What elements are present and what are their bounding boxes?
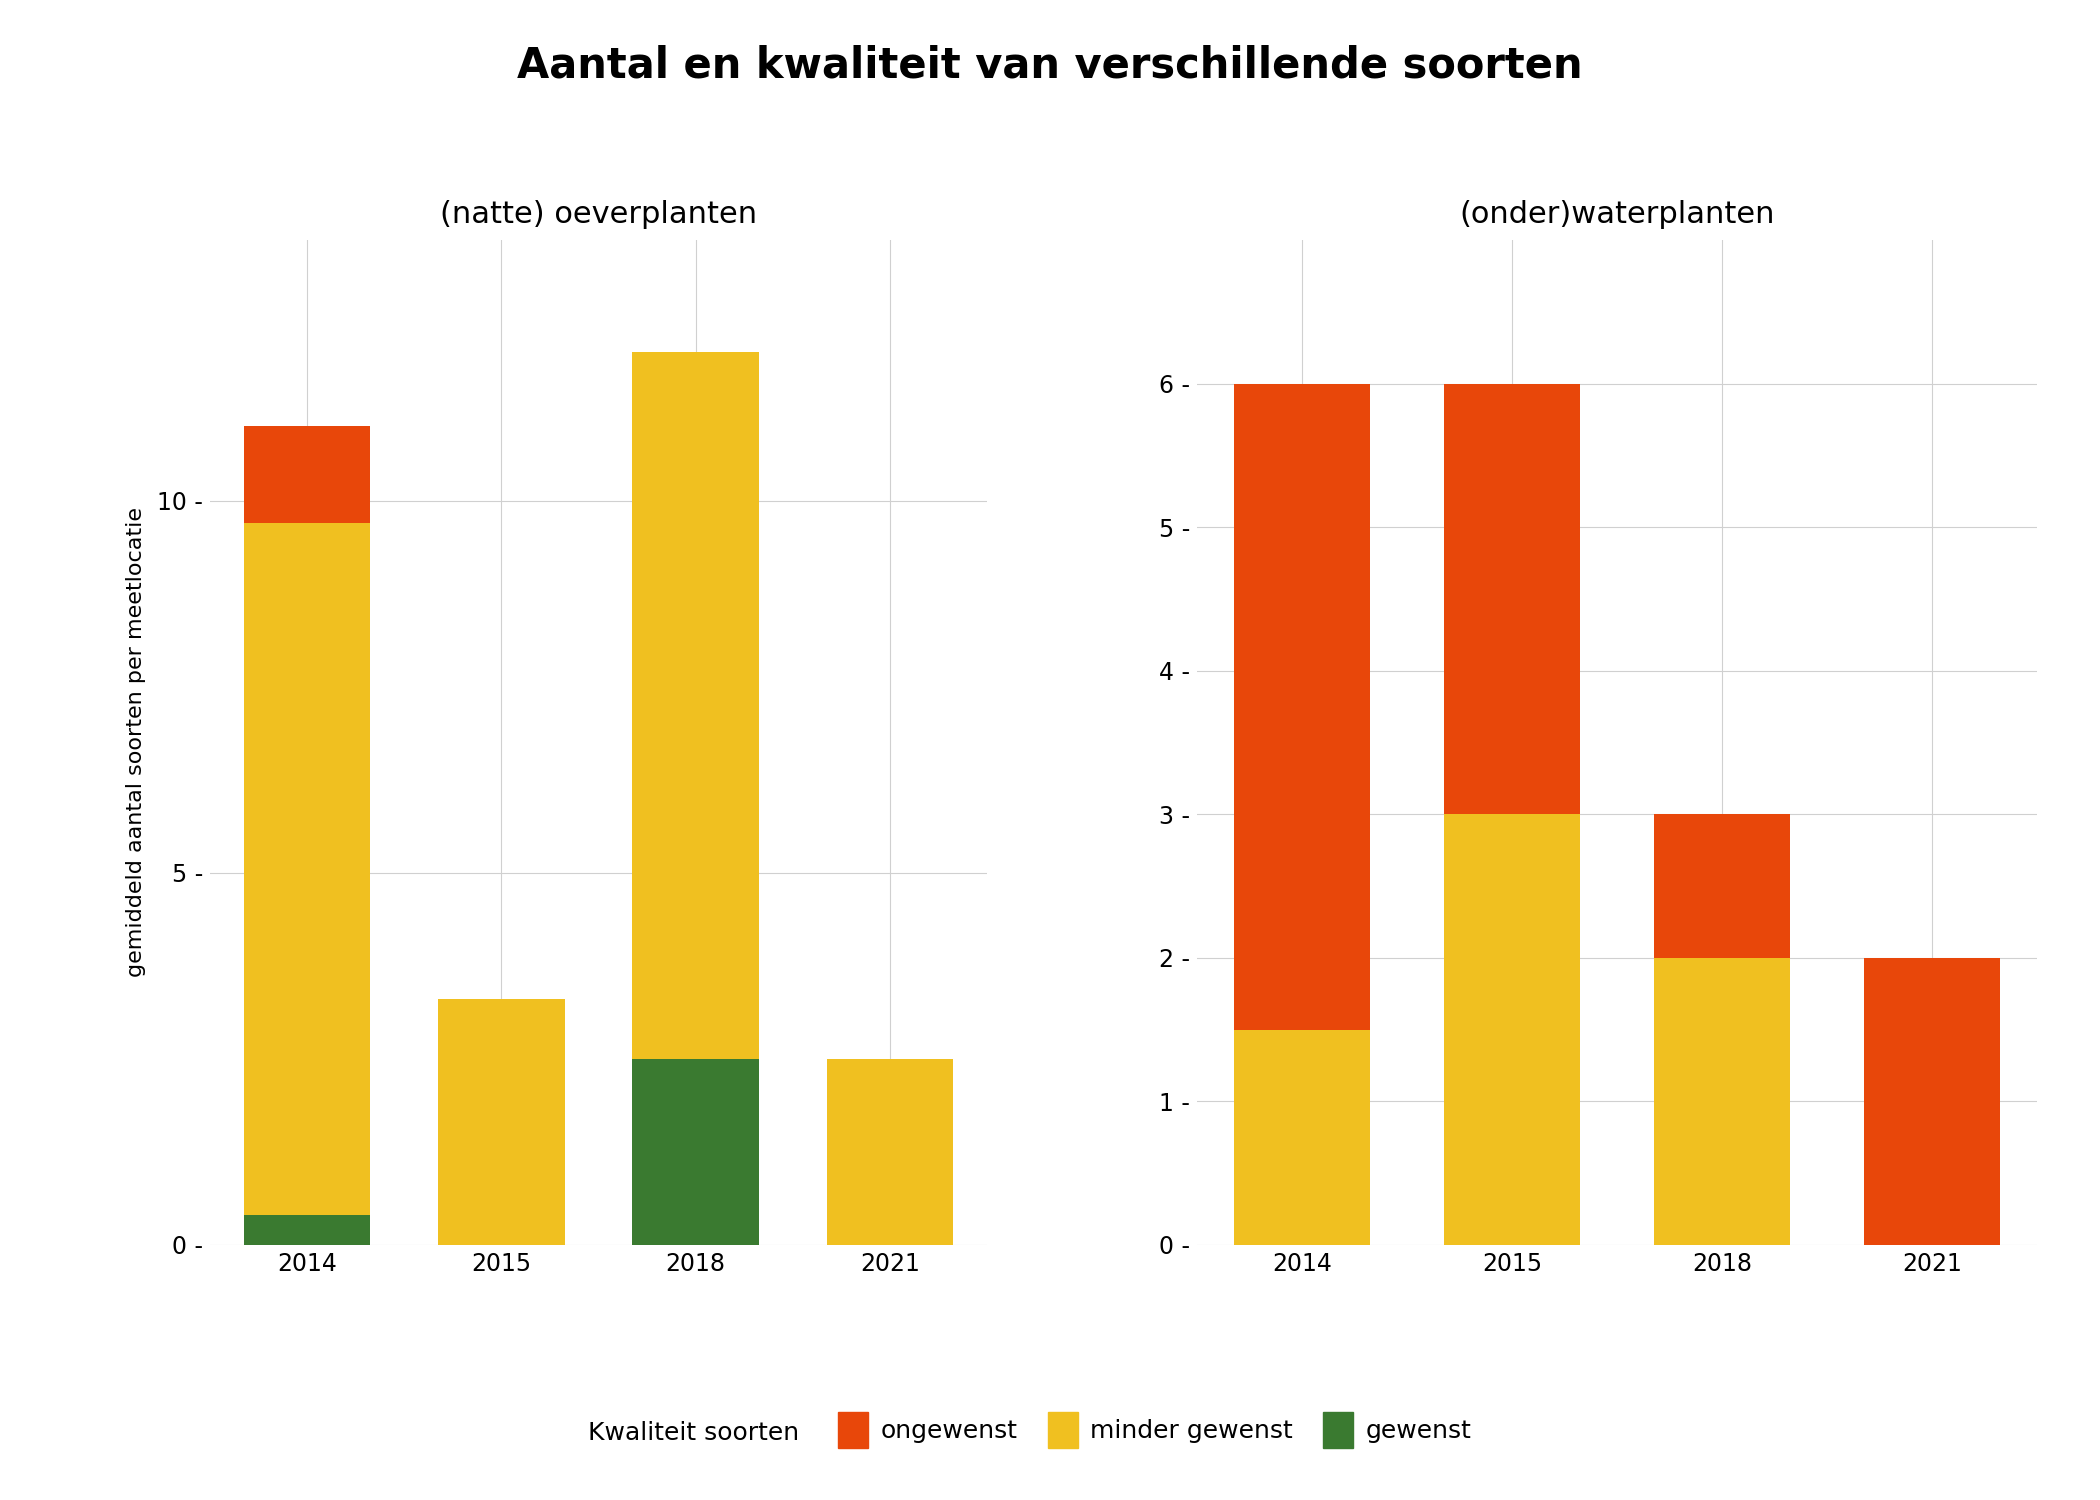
Bar	[1445, 815, 1579, 1245]
Bar	[244, 1215, 370, 1245]
Bar	[827, 1059, 953, 1245]
Text: Aantal en kwaliteit van verschillende soorten: Aantal en kwaliteit van verschillende so…	[517, 45, 1583, 87]
Bar	[632, 1059, 758, 1245]
Text: Kwaliteit soorten: Kwaliteit soorten	[588, 1420, 800, 1444]
Title: (natte) oeverplanten: (natte) oeverplanten	[439, 201, 758, 229]
Title: (onder)waterplanten: (onder)waterplanten	[1460, 201, 1774, 229]
Bar	[632, 351, 758, 1059]
Legend: ongewenst, minder gewenst, gewenst: ongewenst, minder gewenst, gewenst	[827, 1402, 1483, 1458]
Y-axis label: gemiddeld aantal soorten per meetlocatie: gemiddeld aantal soorten per meetlocatie	[126, 507, 147, 978]
Bar	[1445, 384, 1579, 814]
Bar	[244, 524, 370, 1215]
Bar	[1655, 958, 1789, 1245]
Bar	[244, 426, 370, 524]
Bar	[1865, 958, 1999, 1245]
Bar	[1655, 815, 1789, 959]
Bar	[1235, 384, 1369, 1029]
Bar	[439, 999, 565, 1245]
Bar	[1235, 1029, 1369, 1245]
